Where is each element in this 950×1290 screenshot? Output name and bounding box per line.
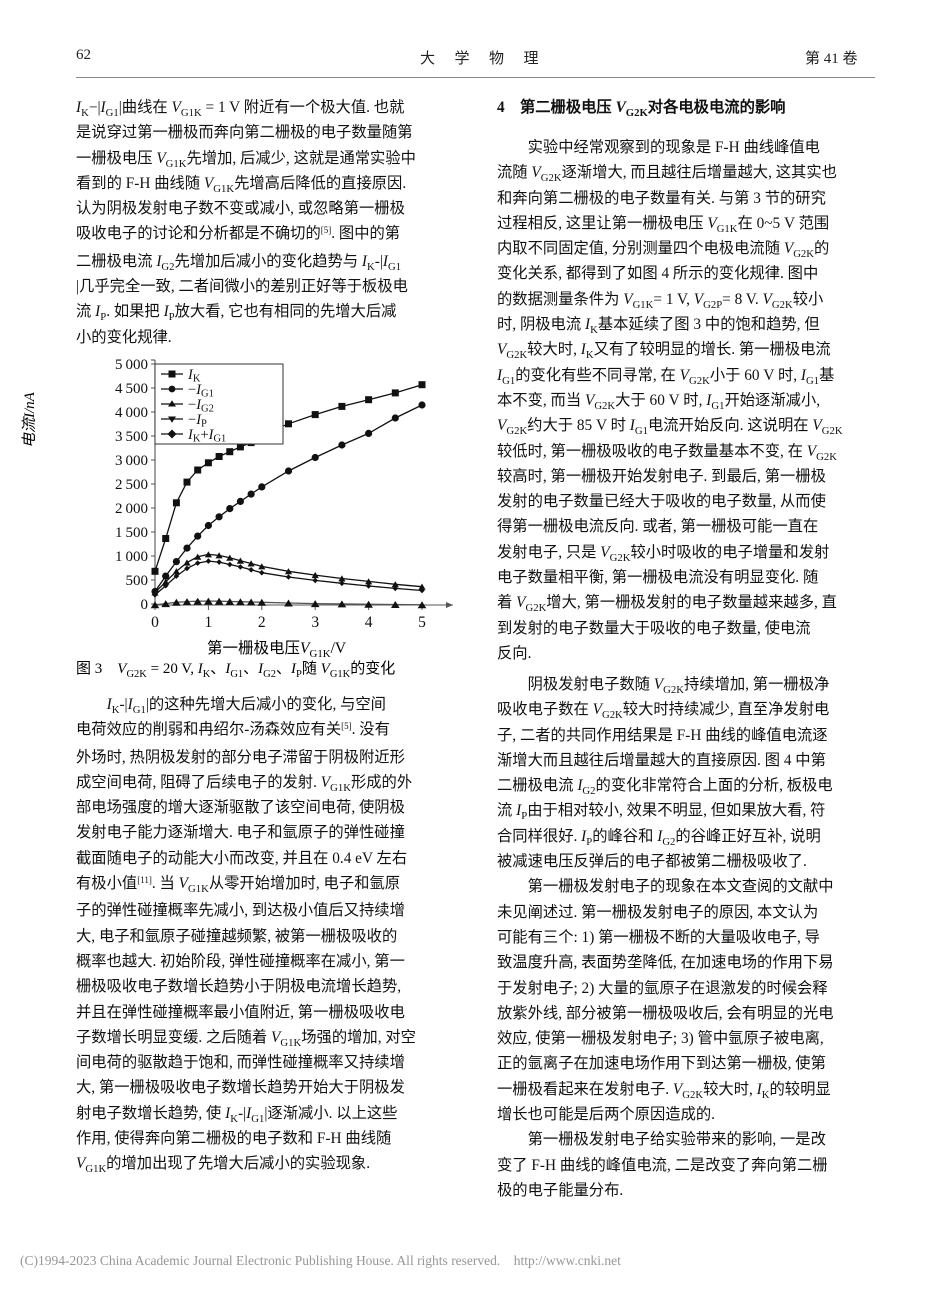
svg-text:0: 0 [151, 614, 159, 631]
svg-text:2 500: 2 500 [115, 477, 148, 493]
svg-text:5: 5 [418, 614, 426, 631]
svg-text:2 000: 2 000 [115, 501, 148, 517]
svg-text:4 000: 4 000 [115, 405, 148, 421]
svg-text:3: 3 [311, 614, 319, 631]
svg-text:5 000: 5 000 [115, 357, 148, 373]
svg-text:0: 0 [141, 597, 149, 613]
svg-text:1: 1 [205, 614, 213, 631]
svg-text:1 000: 1 000 [115, 549, 148, 565]
svg-text:500: 500 [126, 573, 149, 589]
svg-text:4: 4 [365, 614, 373, 631]
svg-text:1 500: 1 500 [115, 525, 148, 541]
svg-text:3 000: 3 000 [115, 453, 148, 469]
svg-text:4 500: 4 500 [115, 381, 148, 397]
svg-text:2: 2 [258, 614, 266, 631]
svg-text:3 500: 3 500 [115, 429, 148, 445]
